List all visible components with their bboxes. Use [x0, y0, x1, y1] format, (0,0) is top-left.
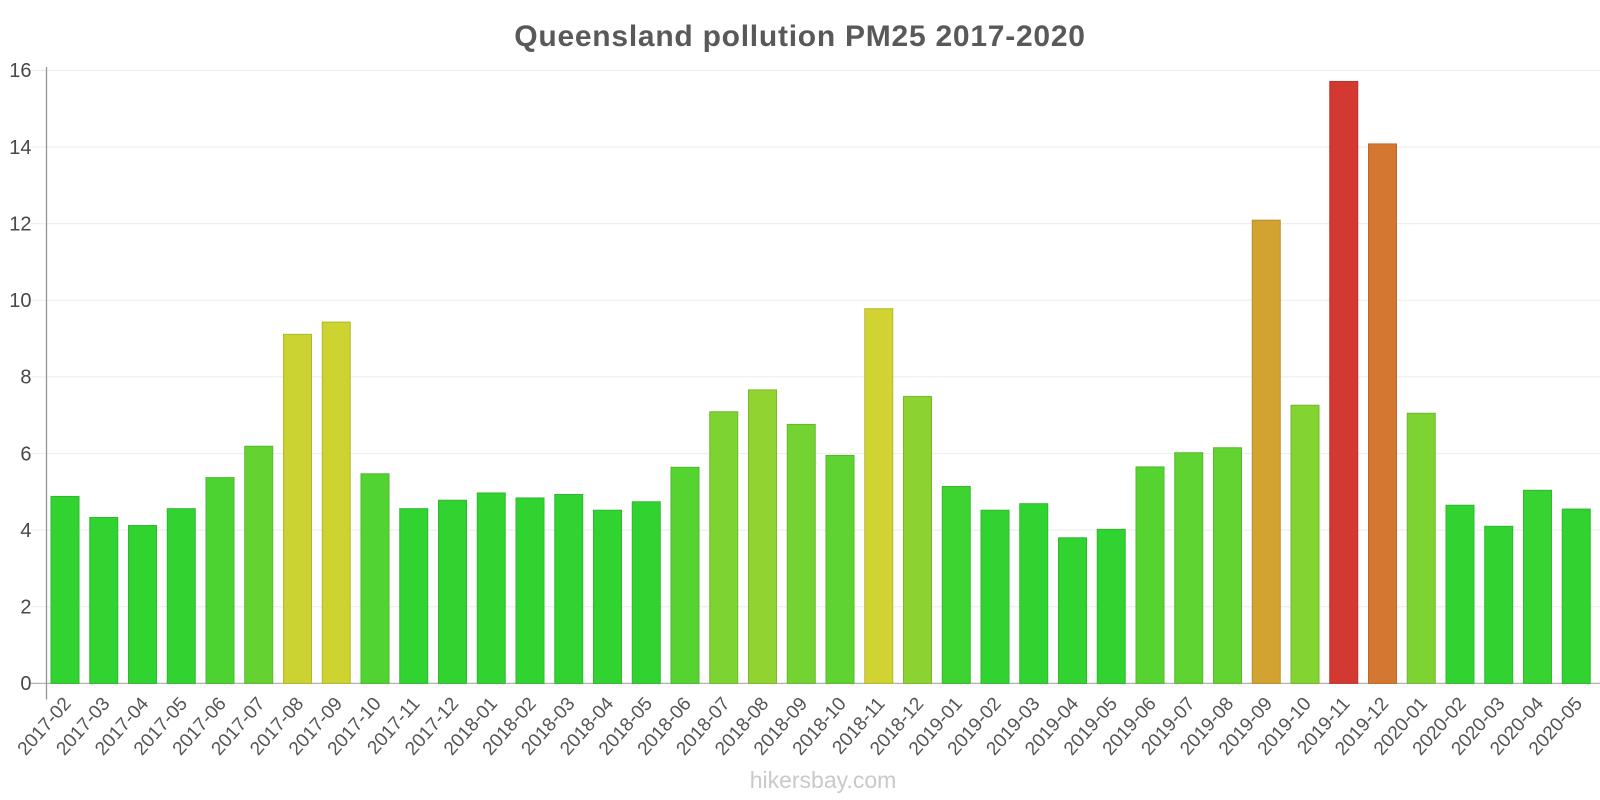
svg-text:10: 10: [9, 290, 31, 312]
svg-text:14: 14: [9, 137, 31, 159]
svg-text:hikersbay.com: hikersbay.com: [750, 767, 897, 793]
svg-text:Queensland pollution PM25 2017: Queensland pollution PM25 2017-2020: [514, 20, 1085, 53]
svg-text:6: 6: [20, 443, 31, 465]
svg-text:12: 12: [9, 213, 31, 235]
svg-text:4: 4: [20, 520, 31, 542]
svg-text:8: 8: [20, 367, 31, 389]
svg-text:16: 16: [9, 60, 31, 82]
svg-text:0: 0: [20, 673, 31, 695]
svg-text:2: 2: [20, 597, 31, 619]
